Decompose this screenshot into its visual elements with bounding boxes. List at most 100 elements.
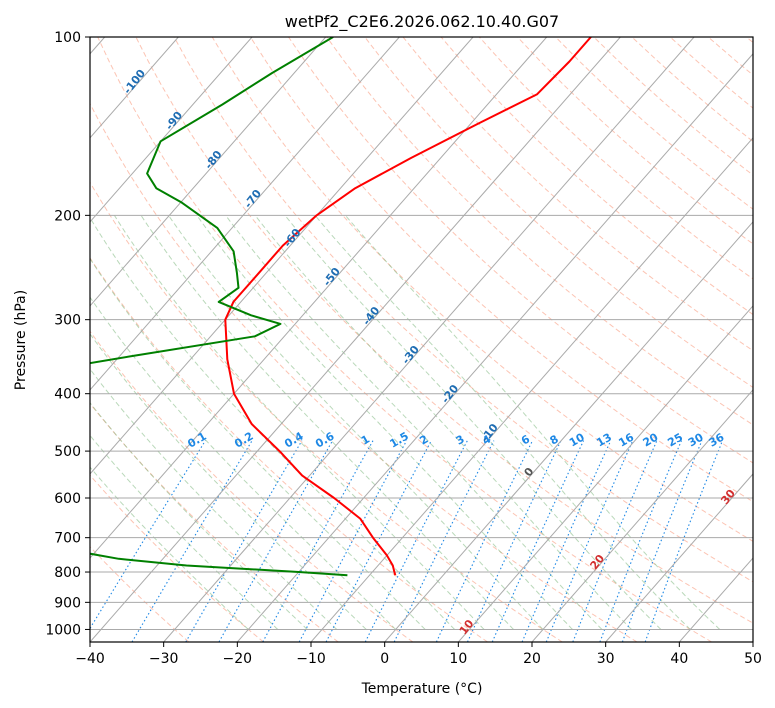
dry-adiabat: [90, 181, 563, 642]
temperature-profile-line: [224, 37, 592, 576]
mixing-ratio-line: [262, 440, 374, 642]
dry-adiabat: [440, 37, 753, 316]
isotherm-line: [384, 221, 753, 642]
dry-adiabat: [326, 37, 753, 426]
isotherm-label: -10: [478, 421, 501, 445]
dry-adiabat: [593, 37, 753, 176]
mixing-ratio-label: 0.2: [232, 430, 255, 451]
mixing-ratio-label: 36: [707, 430, 727, 449]
dry-adiabat: [249, 37, 753, 503]
mixing-ratio-line: [545, 440, 634, 642]
isotherm-line: [90, 37, 548, 559]
isotherm-line: [90, 37, 621, 642]
x-tick-label: 0: [380, 651, 389, 667]
moist-adiabat: [90, 402, 308, 630]
dewpoint-profile-line: [90, 37, 348, 577]
isotherm-label: 0: [522, 465, 537, 479]
mixing-ratio-line: [491, 440, 585, 642]
isotherm-label: -50: [320, 265, 343, 289]
dry-adiabat: [90, 474, 264, 642]
moist-adiabat: [90, 434, 279, 630]
dry-adiabat: [555, 37, 753, 210]
mixing-ratio-line: [131, 440, 253, 642]
mixing-ratio-label: 0.6: [313, 429, 337, 450]
y-tick-label: 500: [54, 444, 81, 460]
x-tick-label: 30: [597, 651, 615, 667]
isotherm-label: 10: [457, 617, 477, 637]
x-tick-label: −20: [223, 651, 253, 667]
mixing-ratio-label: 1: [359, 433, 372, 448]
moist-adiabat: [90, 368, 338, 630]
mixing-ratio-line: [90, 440, 206, 630]
dry-adiabat: [364, 37, 753, 388]
x-tick-label: −40: [75, 651, 105, 667]
y-tick-label: 400: [54, 387, 81, 403]
mixing-ratio-line: [298, 440, 408, 642]
y-tick-label: 300: [54, 313, 81, 329]
mixing-ratio-label: 0.4: [282, 429, 306, 450]
y-tick-label: 600: [54, 491, 81, 507]
isotherm-label: -100: [121, 67, 148, 97]
isotherm-label: -80: [202, 148, 225, 172]
moist-adiabat: [284, 214, 662, 630]
y-tick-label: 800: [54, 565, 81, 581]
mixing-ratio-line: [599, 440, 683, 642]
isotherm-line: [236, 53, 753, 642]
dry-adiabat: [746, 37, 753, 44]
isotherm-label: -30: [399, 343, 422, 367]
moist-adiabat: [113, 215, 485, 630]
plot-frame: [89, 36, 754, 643]
dry-adiabat: [90, 330, 414, 642]
isotherm-line: [457, 305, 753, 642]
isotherm-label: -40: [360, 304, 383, 328]
y-tick-label: 100: [54, 30, 81, 46]
moist-adiabat: [254, 214, 632, 630]
dry-adiabat: [402, 37, 753, 352]
isotherm-line: [90, 37, 327, 307]
mixing-ratio-label: 10: [567, 430, 587, 449]
mixing-ratio-line: [364, 440, 468, 642]
y-axis-label: Pressure (hPa): [13, 290, 29, 390]
x-tick-label: 10: [449, 651, 467, 667]
isotherm-line: [90, 37, 474, 475]
moist-adiabat: [140, 215, 514, 630]
y-tick-label: 1000: [45, 622, 81, 638]
isotherm-line: [90, 37, 400, 391]
dry-adiabat: [135, 37, 753, 624]
mixing-ratio-label: 0.1: [185, 430, 208, 451]
isotherm-line: [531, 389, 753, 642]
isotherm-label: 30: [718, 487, 738, 507]
mixing-ratio-label: 20: [641, 430, 661, 449]
mixing-ratio-line: [644, 440, 724, 642]
dry-adiabat: [90, 402, 339, 642]
mixing-ratio-label: 2: [417, 433, 430, 448]
y-tick-label: 200: [54, 208, 81, 224]
isotherm-label: 20: [588, 552, 608, 572]
x-tick-label: 50: [744, 651, 762, 667]
isotherm-line: [163, 37, 695, 642]
mixing-ratio-line: [521, 440, 612, 642]
chart-title: wetPf2_C2E6.2026.062.10.40.G07: [285, 12, 559, 32]
isotherm-line: [90, 37, 253, 223]
dry-adiabat: [90, 102, 638, 642]
isotherm-line: [605, 473, 753, 642]
mixing-ratio-line: [218, 440, 334, 642]
x-tick-label: −10: [296, 651, 326, 667]
mixing-ratio-label: 6: [519, 432, 532, 447]
dry-adiabat: [478, 37, 753, 280]
x-tick-label: 40: [670, 651, 688, 667]
isotherm-line: [310, 137, 753, 642]
mixing-ratio-label: 16: [616, 430, 636, 449]
dry-adiabat: [90, 257, 488, 642]
isotherm-label: -70: [242, 187, 265, 211]
dry-adiabat: [288, 37, 753, 464]
isotherm-label: -20: [439, 382, 462, 406]
y-tick-label: 700: [54, 531, 81, 547]
mixing-ratio-line: [466, 440, 562, 642]
isotherm-line: [752, 641, 753, 642]
x-axis-label: Temperature (°C): [361, 681, 483, 697]
dry-adiabat: [173, 37, 753, 583]
x-tick-label: 20: [523, 651, 541, 667]
